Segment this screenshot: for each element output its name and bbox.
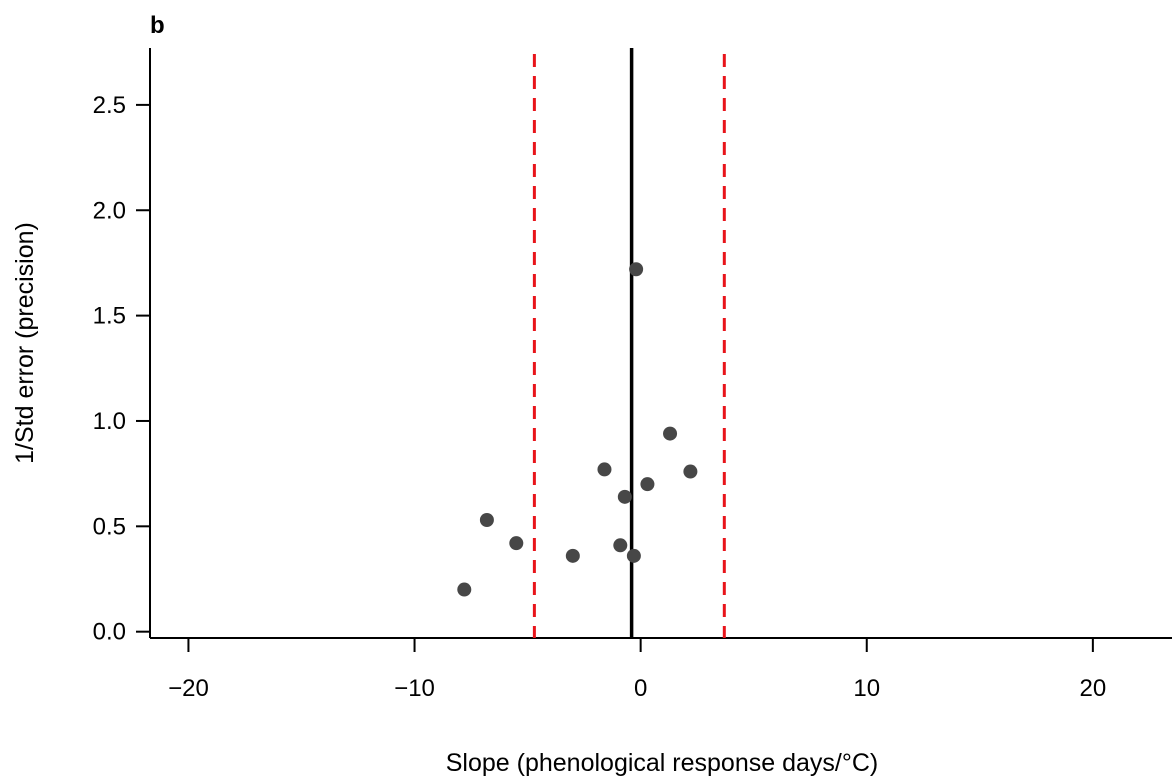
- panel-label: b: [150, 12, 165, 39]
- y-tick-label: 1.5: [93, 303, 126, 330]
- x-axis-ticks: −20 −10 0 10 20: [168, 638, 1106, 702]
- data-point: [663, 426, 678, 441]
- y-tick-label: 0.0: [93, 619, 126, 646]
- x-tick-label: 10: [853, 675, 880, 702]
- data-point: [613, 538, 628, 553]
- data-points: [457, 262, 698, 597]
- data-point: [457, 582, 472, 597]
- x-tick-label: 20: [1080, 675, 1107, 702]
- data-point: [479, 513, 494, 527]
- x-tick-label: −20: [168, 675, 209, 702]
- data-point: [683, 464, 698, 479]
- x-tick-label: 0: [634, 675, 647, 702]
- data-point: [640, 477, 655, 492]
- data-point: [565, 548, 580, 563]
- y-tick-label: 0.5: [93, 513, 126, 540]
- y-tick-label: 2.0: [93, 197, 126, 224]
- data-point: [509, 536, 524, 551]
- x-axis-label: Slope (phenological response days/°C): [446, 749, 878, 777]
- axes: [149, 48, 1172, 639]
- y-tick-label: 2.5: [93, 92, 126, 119]
- y-axis-label: 1/Std error (precision): [11, 222, 39, 464]
- data-point: [626, 548, 641, 563]
- data-point: [597, 462, 612, 477]
- data-point: [629, 262, 644, 277]
- y-axis-ticks: 0.0 0.5 1.0 1.5 2.0 2.5: [93, 92, 150, 646]
- reference-lines: [532, 48, 726, 638]
- y-tick-label: 1.0: [93, 408, 126, 435]
- x-tick-label: −10: [394, 675, 435, 702]
- data-point: [617, 489, 632, 504]
